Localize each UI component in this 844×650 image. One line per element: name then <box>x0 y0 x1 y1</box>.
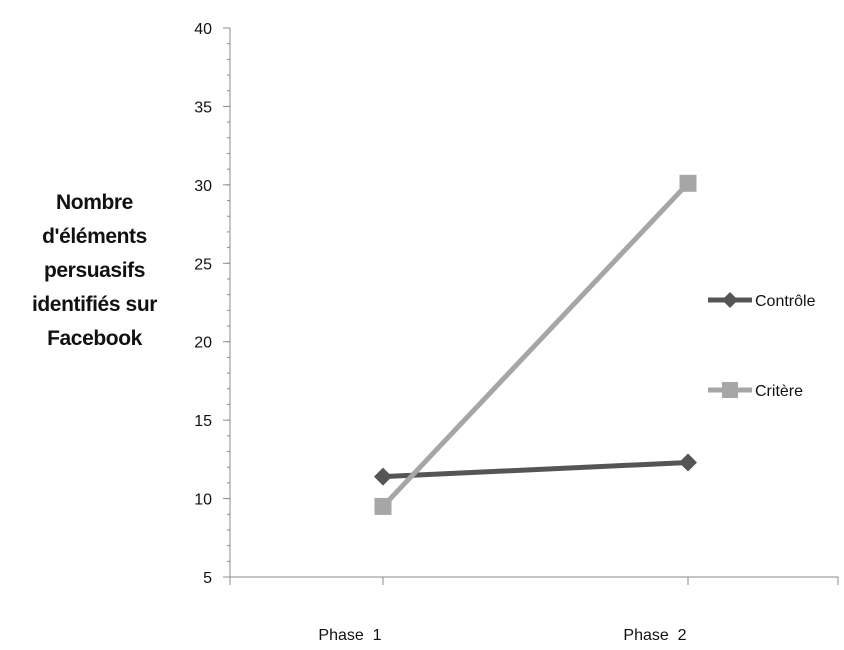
legend-marker-0 <box>722 292 738 308</box>
y-tick-label: 25 <box>194 256 212 273</box>
series-point-1 <box>374 497 392 515</box>
y-tick-label: 5 <box>203 570 212 587</box>
y-tick-label: 15 <box>194 413 212 430</box>
x-tick-label: Phase 1 <box>318 627 381 644</box>
legend-label-1: Critère <box>755 383 803 400</box>
legend-marker-1 <box>722 382 738 398</box>
series-line-0 <box>382 459 689 480</box>
series-point-0 <box>374 467 392 486</box>
series-point-1 <box>679 174 697 192</box>
series-line-1 <box>381 181 690 509</box>
x-tick-label: Phase 2 <box>623 627 686 644</box>
y-tick-label: 20 <box>194 335 212 352</box>
y-tick-label: 40 <box>194 21 212 38</box>
y-tick-label: 30 <box>194 178 212 195</box>
y-axis-label: Nombre d'éléments persuasifs identifiés … <box>31 191 158 350</box>
y-tick-label: 10 <box>194 492 212 509</box>
series-point-0 <box>679 453 697 472</box>
legend-label-0: Contrôle <box>755 293 816 310</box>
y-tick-label: 35 <box>194 99 212 116</box>
